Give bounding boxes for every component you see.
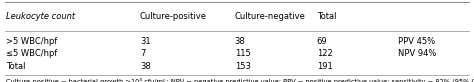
Text: >5 WBC/hpf: >5 WBC/hpf [6,37,57,46]
Text: Culture-positive = bacterial growth >10³ cfu/mL; NPV = negative predictive value: Culture-positive = bacterial growth >10³… [6,77,474,82]
Text: 191: 191 [317,62,332,71]
Text: 122: 122 [317,49,332,58]
Text: Total: Total [317,12,336,21]
Text: NPV 94%: NPV 94% [398,49,437,58]
Text: PPV 45%: PPV 45% [398,37,435,46]
Text: Culture-positive: Culture-positive [140,12,207,21]
Text: 153: 153 [235,62,250,71]
Text: Culture-negative: Culture-negative [235,12,306,21]
Text: 7: 7 [140,49,145,58]
Text: 69: 69 [317,37,327,46]
Text: 31: 31 [140,37,150,46]
Text: 38: 38 [235,37,246,46]
Text: 115: 115 [235,49,250,58]
Text: 38: 38 [140,62,151,71]
Text: ≤5 WBC/hpf: ≤5 WBC/hpf [6,49,57,58]
Text: Leukocyte count: Leukocyte count [6,12,75,21]
Text: Total: Total [6,62,25,71]
